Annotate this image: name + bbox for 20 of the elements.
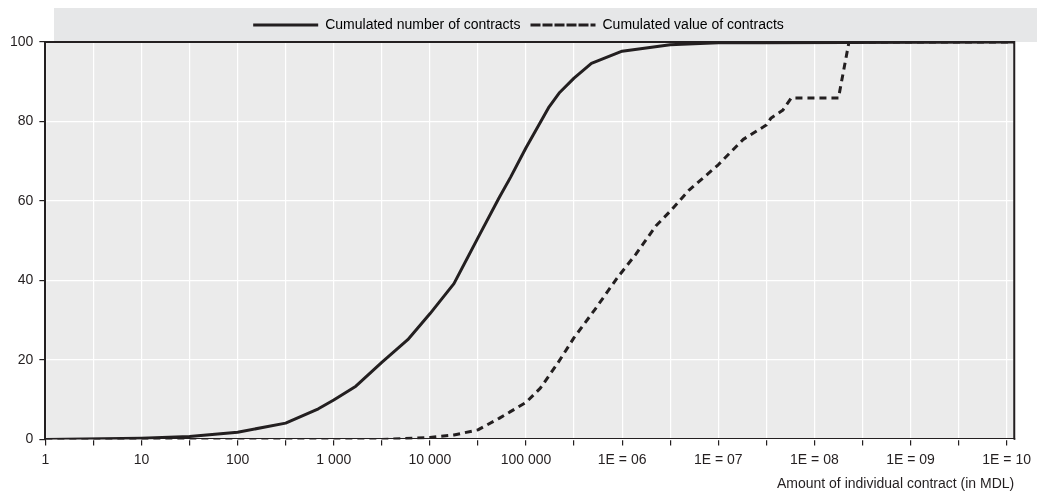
legend-label: Cumulated number of contracts: [325, 15, 521, 32]
y-tick-label: 40: [17, 271, 34, 288]
y-tick-label: 60: [17, 191, 34, 208]
x-tick-label: 1E = 06: [597, 450, 647, 467]
x-tick-label: 1E = 10: [982, 450, 1032, 467]
x-tick-label: 1E = 07: [693, 450, 743, 467]
y-tick-label: 80: [17, 112, 34, 129]
x-tick-label: 1 000: [316, 450, 352, 467]
x-tick-label: 10 000: [408, 450, 452, 467]
legend-label: Cumulated value of contracts: [602, 15, 784, 32]
y-tick-label: 0: [25, 430, 34, 447]
y-tick-label: 100: [10, 32, 34, 49]
x-tick-label: 100: [225, 450, 250, 467]
y-tick-label: 20: [17, 350, 34, 367]
x-tick-label: 100 000: [500, 450, 552, 467]
x-axis-title: Amount of individual contract (in MDL): [776, 475, 1015, 492]
x-tick-label: 1: [41, 450, 50, 467]
x-tick-label: 1E = 09: [886, 450, 936, 467]
x-tick-label: 10: [133, 450, 150, 467]
x-tick-label: 1E = 08: [790, 450, 839, 467]
